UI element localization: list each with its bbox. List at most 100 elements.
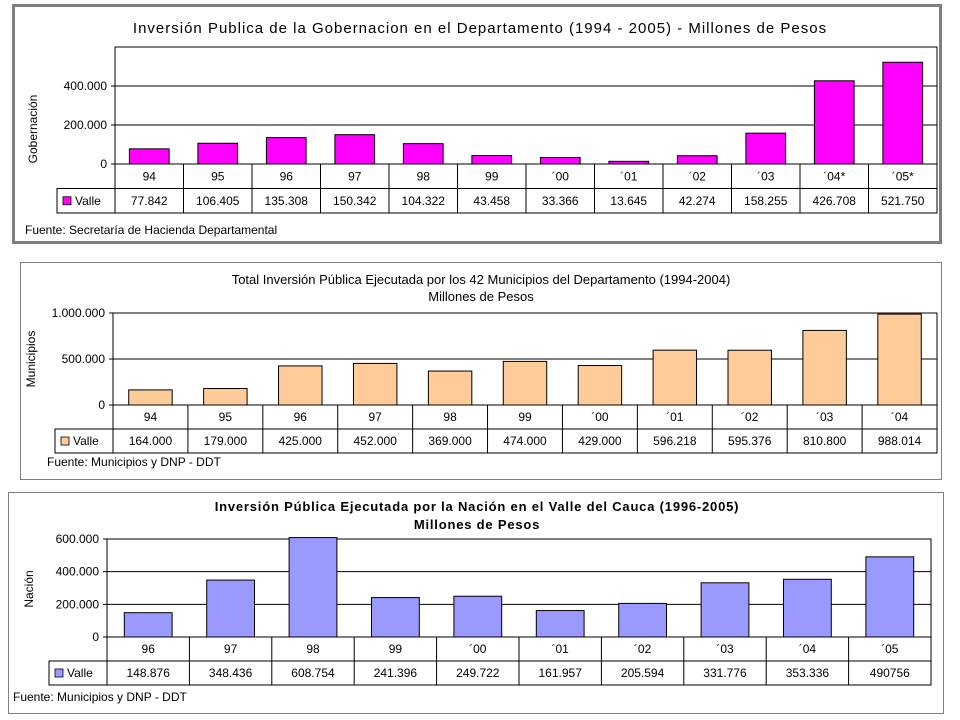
chart-subtitle: Millones de Pesos: [414, 517, 540, 532]
x-tick-label: 96: [142, 642, 156, 656]
data-label: 608.754: [291, 666, 335, 680]
data-label: 13.645: [610, 194, 647, 208]
x-tick-label: ´04*: [823, 169, 845, 183]
data-label: 596.218: [653, 434, 697, 448]
data-label: 205.594: [621, 666, 665, 680]
y-tick-label: 0: [100, 157, 107, 171]
x-tick-label: ´03: [816, 410, 834, 424]
chart-panel-gobernacion: Inversión Publica de la Gobernacion en e…: [12, 4, 942, 244]
chart-gobernacion: Inversión Publica de la Gobernacion en e…: [25, 20, 938, 237]
x-tick-label: 99: [485, 169, 499, 183]
bar: [676, 155, 718, 165]
x-tick-label: 98: [443, 410, 457, 424]
x-tick-label: ´04: [799, 642, 817, 656]
chart-panel-municipios: Total Inversión Pública Ejecutada por lo…: [20, 262, 942, 480]
x-tick-label: ´04: [891, 410, 909, 424]
bar: [618, 602, 667, 638]
data-label: 426.708: [813, 194, 857, 208]
y-axis-label: Nación: [22, 570, 36, 607]
x-tick-label: ´01: [552, 642, 570, 656]
bar: [203, 388, 248, 406]
bar: [427, 370, 473, 406]
legend-swatch: [54, 668, 64, 678]
x-tick-label: 99: [518, 410, 532, 424]
x-tick-label: ´00: [552, 169, 570, 183]
bar: [334, 134, 376, 165]
bar: [453, 595, 503, 638]
data-label: 474.000: [503, 434, 547, 448]
bar: [502, 360, 548, 406]
bar: [882, 61, 924, 165]
legend-label: Valle: [75, 194, 101, 208]
x-tick-label: ´00: [469, 642, 487, 656]
bar: [471, 155, 513, 165]
y-tick-label: 200.000: [56, 597, 100, 611]
data-label: 331.776: [703, 666, 747, 680]
x-tick-label: ´03: [716, 642, 734, 656]
y-tick-label: 500.000: [62, 352, 106, 366]
y-axis-label: Municipios: [24, 331, 38, 388]
data-label: 43.458: [473, 194, 510, 208]
bar: [802, 329, 847, 406]
data-label: 104.322: [402, 194, 446, 208]
bar: [813, 80, 855, 165]
source-note: Fuente: Secretaría de Hacienda Departame…: [25, 223, 277, 237]
data-label: 490756: [870, 666, 910, 680]
x-tick-label: 94: [144, 410, 158, 424]
bar: [197, 142, 239, 165]
x-tick-label: 99: [389, 642, 403, 656]
plot-area: [114, 46, 938, 165]
data-label: 452.000: [353, 434, 397, 448]
bar: [278, 365, 323, 406]
data-label: 148.876: [127, 666, 171, 680]
chart-title: Inversión Pública Ejecutada por la Nació…: [215, 499, 740, 514]
data-label: 135.308: [265, 194, 309, 208]
data-label: 988.014: [878, 434, 922, 448]
y-tick-label: 0: [92, 630, 99, 644]
x-tick-label: 96: [280, 169, 294, 183]
chart-title: Total Inversión Pública Ejecutada por lo…: [232, 272, 731, 287]
bar: [402, 143, 444, 165]
x-tick-label: ´02: [634, 642, 652, 656]
bar: [535, 610, 585, 638]
x-tick-label: ´01: [620, 169, 638, 183]
legend-label: Valle: [67, 666, 93, 680]
x-tick-label: 95: [219, 410, 233, 424]
x-tick-label: ´02: [689, 169, 707, 183]
bar: [128, 148, 170, 165]
x-tick-label: 96: [294, 410, 308, 424]
data-label: 77.842: [131, 194, 168, 208]
data-label: 595.376: [728, 434, 772, 448]
x-tick-label: 97: [369, 410, 383, 424]
bar: [265, 137, 307, 165]
legend-swatch: [62, 196, 72, 206]
bar: [652, 349, 698, 406]
bar: [128, 389, 173, 406]
data-label: 810.800: [803, 434, 847, 448]
bar: [288, 537, 338, 638]
data-label: 249.722: [456, 666, 500, 680]
x-tick-label: ´03: [757, 169, 775, 183]
bar: [700, 582, 750, 638]
x-tick-label: ´05*: [892, 169, 914, 183]
data-label: 348.436: [209, 666, 253, 680]
bar: [783, 578, 832, 638]
data-label: 521.750: [881, 194, 925, 208]
data-label: 106.405: [196, 194, 240, 208]
y-tick-label: 600.000: [56, 532, 100, 546]
y-tick-label: 1.000.000: [52, 306, 106, 320]
data-label: 369.000: [428, 434, 472, 448]
x-tick-label: 97: [348, 169, 362, 183]
bar: [123, 612, 173, 638]
x-tick-label: ´02: [741, 410, 759, 424]
data-label: 241.396: [374, 666, 418, 680]
data-label: 179.000: [204, 434, 248, 448]
bar: [727, 349, 772, 406]
bar: [577, 365, 623, 406]
data-label: 150.342: [333, 194, 377, 208]
bar: [539, 156, 581, 165]
data-label: 158.255: [744, 194, 788, 208]
x-tick-label: 97: [224, 642, 238, 656]
legend-swatch: [60, 436, 70, 446]
legend-label: Valle: [73, 434, 99, 448]
